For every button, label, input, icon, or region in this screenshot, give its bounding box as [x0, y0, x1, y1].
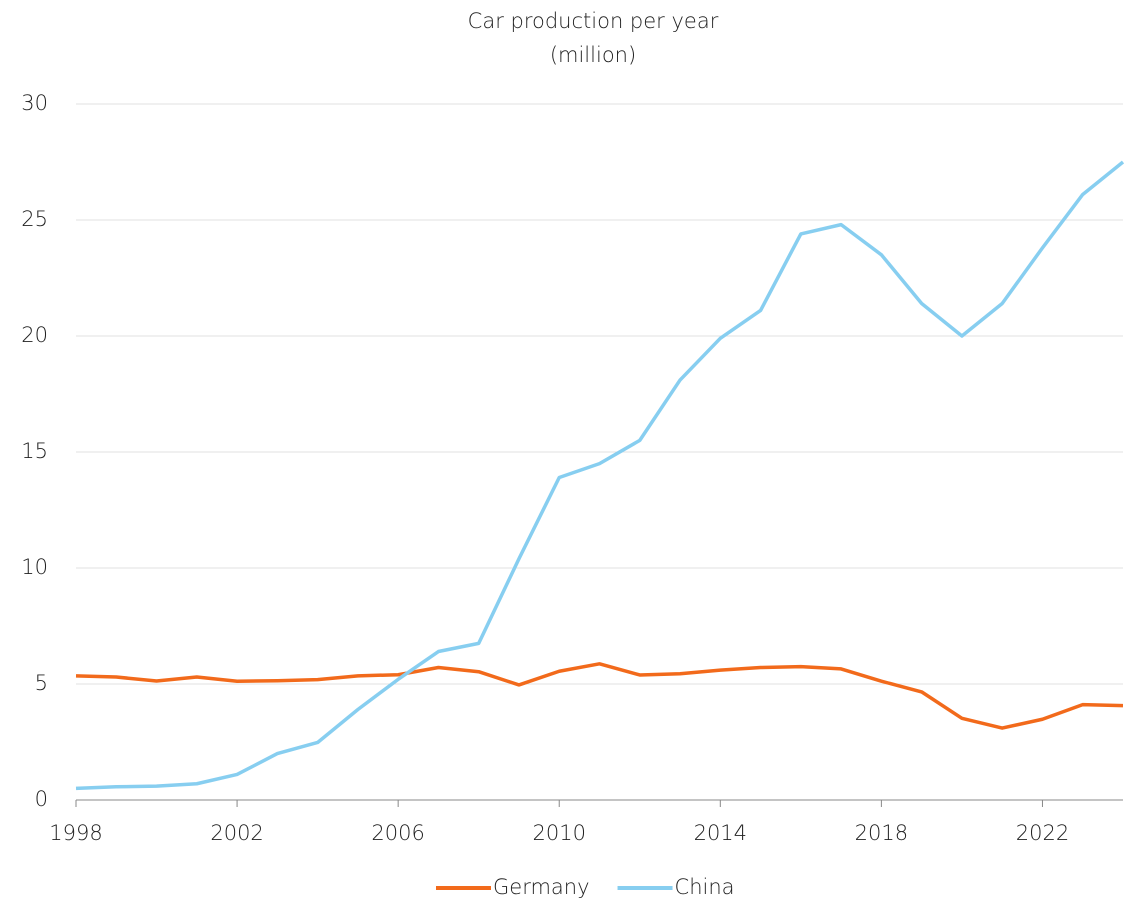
y-tick-label: 30 — [21, 91, 48, 115]
y-tick-label: 25 — [21, 207, 48, 231]
y-tick-label: 5 — [35, 671, 48, 695]
y-tick-label: 15 — [21, 439, 48, 463]
y-tick-label: 0 — [35, 787, 48, 811]
x-tick-label: 1998 — [49, 821, 102, 845]
chart-subtitle: (million) — [550, 43, 636, 67]
series-line — [75, 662, 1124, 730]
legend-label: China — [675, 875, 735, 899]
y-tick-label: 20 — [21, 323, 48, 347]
x-tick-label: 2010 — [533, 821, 586, 845]
legend-label: Germany — [493, 875, 590, 899]
x-tick-label: 2002 — [210, 821, 263, 845]
x-tick-label: 2018 — [855, 821, 908, 845]
y-tick-label: 10 — [21, 555, 48, 579]
x-tick-label: 2014 — [694, 821, 747, 845]
x-tick-label: 2022 — [1016, 821, 1069, 845]
chart-title: Car production per year — [468, 9, 719, 33]
x-tick-label: 2006 — [371, 821, 424, 845]
series-line — [75, 160, 1125, 791]
